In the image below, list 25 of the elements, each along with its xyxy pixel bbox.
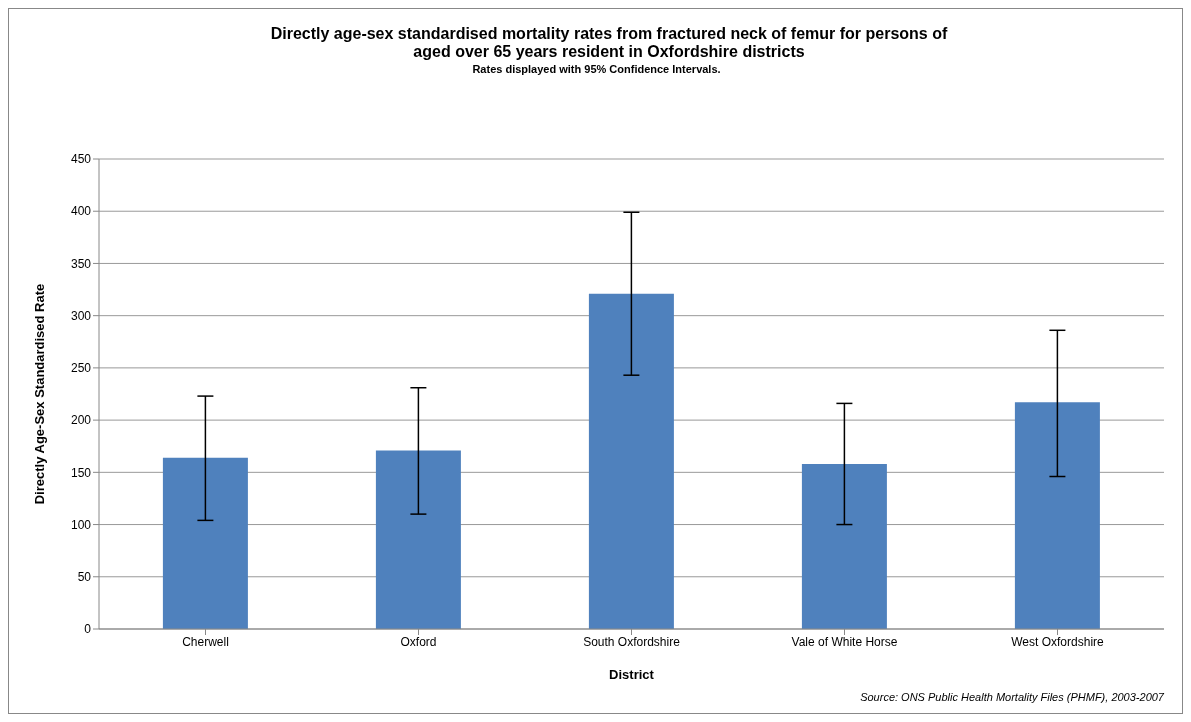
y-axis-title: Directly Age-Sex Standardised Rate [31, 283, 47, 505]
y-tick-label: 50 [77, 570, 92, 585]
y-tick-label: 100 [70, 517, 92, 532]
y-tick-label: 350 [70, 256, 92, 271]
x-tick-label: West Oxfordshire [1011, 634, 1105, 649]
x-tick-label: Cherwell [182, 634, 229, 649]
chart-title: Directly age-sex standardised mortality rates from fractured neck of femur for persons of aged over 65 years resident in Oxfordshire districts [269, 25, 949, 61]
bar [588, 293, 674, 629]
y-tick-label: 250 [70, 361, 92, 376]
y-tick-label: 200 [70, 413, 92, 428]
x-tick-label: South Oxfordshire [583, 634, 681, 649]
chart-subtitle: Rates displayed with 95% Confidence Intervals. [471, 63, 722, 75]
y-tick-label: 150 [70, 465, 92, 480]
x-tick-label: Vale of White Horse [791, 634, 898, 649]
bar [1014, 402, 1100, 629]
x-axis-title: District [609, 667, 655, 682]
y-tick-label: 300 [70, 308, 92, 323]
y-tick-label: 450 [70, 152, 92, 167]
bar [162, 457, 248, 629]
bar [375, 450, 461, 629]
source-note: Source: ONS Public Health Mortality Files (PHMF), 2003-2007 [860, 691, 1164, 703]
y-tick-label: 400 [70, 204, 92, 219]
x-tick-label: Oxford [400, 634, 437, 649]
bar [801, 463, 887, 629]
y-tick-label: 0 [84, 622, 92, 637]
